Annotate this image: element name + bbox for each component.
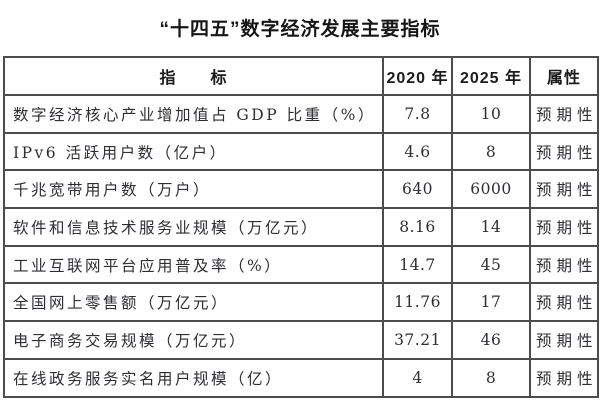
indicators-table: 指 标 2020 年 2025 年 属性 数字经济核心产业增加值占 GDP 比重…: [3, 56, 599, 398]
table-row: 全国网上零售额（万亿元） 11.76 17 预期性: [3, 282, 599, 323]
attribute-cell: 预期性: [529, 131, 599, 172]
attribute-cell: 预期性: [529, 357, 599, 398]
value-2020-cell: 8.16: [382, 207, 453, 247]
attribute-cell: 预期性: [529, 244, 599, 285]
table-row: 数字经济核心产业增加值占 GDP 比重（%） 7.8 10 预期性: [3, 94, 599, 134]
attribute-cell: 预期性: [529, 282, 599, 323]
header-row: 指 标 2020 年 2025 年 属性: [3, 56, 599, 96]
value-2025-cell: 17: [451, 282, 531, 323]
indicator-cell: 千兆宽带用户数（万户）: [3, 169, 384, 210]
value-2020-cell: 14.7: [382, 244, 453, 285]
value-2020-cell: 37.21: [382, 320, 453, 360]
table-row: IPv6 活跃用户数（亿户） 4.6 8 预期性: [3, 131, 599, 172]
value-2020-cell: 11.76: [382, 282, 453, 323]
value-2025-cell: 46: [451, 320, 531, 360]
table-row: 软件和信息技术服务业规模（万亿元） 8.16 14 预期性: [3, 207, 599, 247]
header-indicator: 指 标: [3, 56, 384, 96]
indicator-cell: 数字经济核心产业增加值占 GDP 比重（%）: [3, 94, 384, 134]
value-2020-cell: 7.8: [382, 94, 453, 134]
indicator-cell: 全国网上零售额（万亿元）: [3, 282, 384, 323]
indicator-cell: 软件和信息技术服务业规模（万亿元）: [3, 207, 384, 247]
value-2025-cell: 6000: [451, 169, 531, 210]
attribute-cell: 预期性: [529, 169, 599, 210]
table-title: “十四五”数字经济发展主要指标: [159, 19, 441, 40]
value-2020-cell: 4.6: [382, 131, 453, 172]
header-attribute: 属性: [529, 56, 599, 96]
value-2025-cell: 8: [451, 357, 531, 398]
attribute-cell: 预期性: [529, 207, 599, 247]
value-2025-cell: 14: [451, 207, 531, 247]
value-2025-cell: 10: [451, 94, 531, 134]
attribute-cell: 预期性: [529, 94, 599, 134]
header-2020: 2020 年: [382, 56, 453, 96]
indicator-cell: 在线政务服务实名用户规模（亿）: [3, 357, 384, 398]
value-2025-cell: 8: [451, 131, 531, 172]
table-row: 电子商务交易规模（万亿元） 37.21 46 预期性: [3, 320, 599, 360]
value-2025-cell: 45: [451, 244, 531, 285]
header-2025: 2025 年: [451, 56, 531, 96]
indicator-cell: 电子商务交易规模（万亿元）: [3, 320, 384, 360]
table-row: 工业互联网平台应用普及率（%） 14.7 45 预期性: [3, 244, 599, 285]
indicator-cell: IPv6 活跃用户数（亿户）: [3, 131, 384, 172]
value-2020-cell: 4: [382, 357, 453, 398]
table-row: 在线政务服务实名用户规模（亿） 4 8 预期性: [3, 357, 599, 398]
table-row: 千兆宽带用户数（万户） 640 6000 预期性: [3, 169, 599, 210]
value-2020-cell: 640: [382, 169, 453, 210]
indicator-cell: 工业互联网平台应用普及率（%）: [3, 244, 384, 285]
attribute-cell: 预期性: [529, 320, 599, 360]
